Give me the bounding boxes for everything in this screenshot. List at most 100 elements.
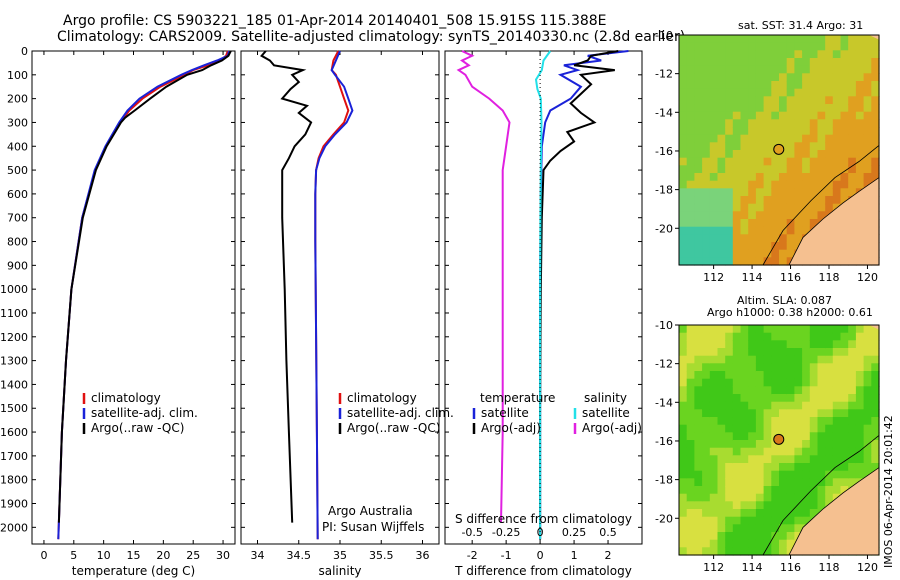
sst-map-cell bbox=[686, 65, 695, 74]
sst-map-cell bbox=[748, 165, 757, 174]
sst-map-cell bbox=[679, 157, 688, 166]
sst-map-cell bbox=[832, 196, 842, 205]
sla-map-cell bbox=[817, 478, 826, 487]
sst-map-cell bbox=[779, 58, 788, 67]
sst-map-cell bbox=[702, 42, 711, 51]
sst-map-cell bbox=[802, 127, 811, 136]
sla-map-cell bbox=[794, 493, 803, 502]
sst-map-cell bbox=[848, 111, 857, 120]
sst-map-cell bbox=[740, 73, 749, 82]
sst-map-cell bbox=[863, 165, 872, 174]
sst-lat-label: -16 bbox=[655, 145, 673, 158]
sst-map-cell bbox=[755, 42, 765, 51]
sla-map-cell bbox=[763, 478, 772, 487]
sla-lon-label: 116 bbox=[780, 561, 801, 574]
sst-map-cell bbox=[863, 173, 872, 182]
sst-map-cell bbox=[848, 165, 857, 174]
sst-map-cell bbox=[855, 127, 865, 136]
legend-label: satellite-adj. clim. bbox=[91, 406, 198, 420]
sst-map-cell bbox=[786, 249, 795, 258]
sla-map-cell bbox=[748, 417, 757, 426]
sdiff-tick-label: -0.25 bbox=[492, 526, 520, 539]
sst-map-cell bbox=[732, 73, 742, 82]
sla-map-cell bbox=[779, 424, 788, 433]
sst-map-cell bbox=[725, 96, 734, 105]
sla-map-cell bbox=[817, 432, 826, 441]
sla-map-cell bbox=[786, 355, 795, 364]
sst-map-cell bbox=[717, 50, 726, 59]
sla-map-cell bbox=[871, 409, 880, 418]
sla-map-cell bbox=[732, 325, 742, 334]
title-line-1: Argo profile: CS 5903221_185 01-Apr-2014… bbox=[63, 13, 607, 29]
sla-map-cell bbox=[779, 355, 788, 364]
sla-map-cell bbox=[755, 470, 765, 479]
sst-map-cell bbox=[848, 58, 857, 67]
sla-map-cell bbox=[809, 401, 819, 410]
sla-argo-marker bbox=[773, 433, 785, 445]
sst-map-cell bbox=[817, 165, 826, 174]
sla-map-cell bbox=[694, 409, 703, 418]
sla-map-cell bbox=[863, 386, 872, 395]
depth-tick-label: 1900 bbox=[0, 498, 28, 511]
sla-map-cell bbox=[717, 509, 726, 518]
sst-map-cell bbox=[679, 96, 688, 105]
sst-map-cell bbox=[732, 142, 742, 151]
sla-map-cell bbox=[863, 363, 872, 372]
sst-map-cell bbox=[748, 211, 757, 220]
sst-map-cell bbox=[702, 257, 711, 266]
sla-map-cell bbox=[809, 371, 819, 380]
sla-map-cell bbox=[763, 409, 772, 418]
sst-map-cell bbox=[802, 165, 811, 174]
sla-map-cell bbox=[709, 432, 719, 441]
sst-map-cell bbox=[863, 42, 872, 51]
sst-map-cell bbox=[694, 219, 703, 228]
sla-map-cell bbox=[779, 455, 788, 464]
sst-map-cell bbox=[840, 96, 849, 105]
sla-map-cell bbox=[725, 386, 734, 395]
sst-map-cell bbox=[732, 188, 742, 197]
sst-map-cell bbox=[694, 165, 703, 174]
sla-map-cell bbox=[863, 355, 872, 364]
sst-map-cell bbox=[809, 173, 819, 182]
sla-map-cell bbox=[825, 325, 834, 334]
sla-map-cell bbox=[748, 355, 757, 364]
sla-map-cell bbox=[717, 401, 726, 410]
sst-map-cell bbox=[679, 50, 688, 59]
sla-map-cell bbox=[817, 371, 826, 380]
sla-map-cell bbox=[863, 424, 872, 433]
sla-map-cell bbox=[809, 424, 819, 433]
sla-map-cell bbox=[779, 332, 788, 341]
sla-map-cell bbox=[825, 417, 834, 426]
sst-map-cell bbox=[871, 35, 880, 44]
sst-map-cell bbox=[863, 111, 872, 120]
sst-map-cell bbox=[694, 188, 703, 197]
sla-map-cell bbox=[786, 501, 795, 510]
sst-map-cell bbox=[779, 180, 788, 189]
sst-map-cell bbox=[748, 119, 757, 128]
sst-map-cell bbox=[679, 173, 688, 182]
sla-map-cell bbox=[794, 455, 803, 464]
sst-map-cell bbox=[794, 234, 803, 243]
sst-map-cell bbox=[771, 157, 780, 166]
sst-map-cell bbox=[802, 142, 811, 151]
sst-map-cell bbox=[832, 104, 842, 113]
sla-map-cell bbox=[809, 409, 819, 418]
sst-map-cell bbox=[863, 73, 872, 82]
sst-map-cell bbox=[786, 81, 795, 90]
sla-map-cell bbox=[779, 470, 788, 479]
sla-map-cell bbox=[725, 401, 734, 410]
sst-map-cell bbox=[717, 188, 726, 197]
sla-map-cell bbox=[717, 463, 726, 472]
sst-map-cell bbox=[871, 65, 880, 74]
sst-map-cell bbox=[740, 242, 749, 251]
sst-map-cell bbox=[817, 42, 826, 51]
sst-map-cell bbox=[725, 203, 734, 212]
sla-map-cell bbox=[863, 394, 872, 403]
sst-map-cell bbox=[755, 88, 765, 97]
sst-map-cell bbox=[748, 111, 757, 120]
sst-map-cell bbox=[679, 150, 688, 159]
sst-map-cell bbox=[763, 134, 772, 143]
sst-map-cell bbox=[717, 65, 726, 74]
sla-map-cell bbox=[855, 332, 865, 341]
sla-map-cell bbox=[709, 447, 719, 456]
